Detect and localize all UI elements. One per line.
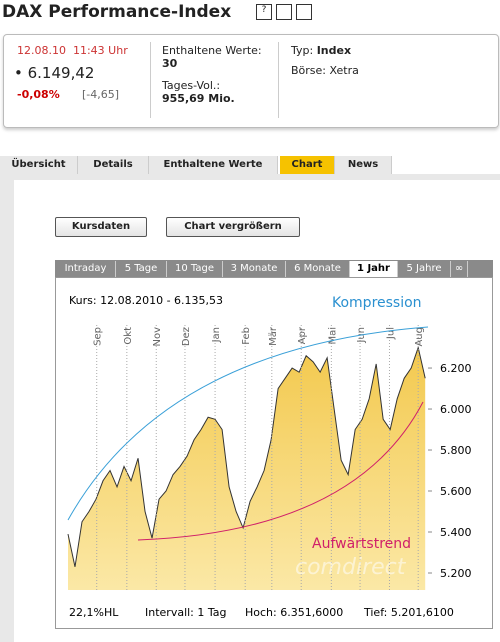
x-tick-label: Dez [181, 327, 192, 346]
type-label: Typ: [291, 44, 314, 57]
y-tick-label: 5.800 [440, 444, 472, 457]
change-abs: [-4,65] [82, 88, 120, 101]
help-icon[interactable]: ? [256, 4, 272, 20]
chart: Sep Okt Nov Dez Jan Feb Mär Apr Mai Jun Jul Aug5.20… [55, 277, 493, 629]
x-tick-label: Apr [297, 326, 308, 344]
volume-label: Tages-Vol.: [162, 79, 221, 92]
y-tick-label: 5.200 [440, 567, 472, 580]
quote-price: • 6.149,42 [14, 64, 95, 82]
button[interactable]: Kursdaten [55, 217, 147, 237]
tab[interactable]: Chart [280, 156, 335, 174]
range-tab[interactable]: 3 Monate [223, 261, 286, 277]
print-icon[interactable] [276, 4, 292, 20]
x-tick-label: Jul [385, 327, 396, 340]
tab[interactable]: Übersicht [0, 156, 78, 174]
x-tick-label: Jan [211, 327, 222, 343]
divider [150, 42, 151, 118]
range-tab[interactable]: ∞ [451, 261, 468, 277]
range-tab[interactable]: 5 Jahre [398, 261, 451, 277]
x-tick-label: Okt [123, 327, 134, 345]
exchange: Börse: Xetra [291, 64, 359, 77]
footer: Tief: 5.201,6100 [363, 606, 454, 619]
quote-box [3, 34, 499, 128]
members-label: Enthaltene Werte: [162, 44, 262, 57]
x-tick-label: Aug [414, 327, 425, 347]
annotation: Kompression [332, 295, 422, 311]
range-tab[interactable]: 5 Tage [116, 261, 167, 277]
footer: 22,1%HL [69, 606, 119, 619]
footer: Hoch: 6.351,6000 [245, 606, 343, 619]
trend-lower [137, 401, 424, 541]
price: 6.149,42 [27, 64, 95, 82]
x-tick-label: Sep [93, 327, 104, 346]
chart-subtitle: Kurs: 12.08.2010 - 6.135,53 [69, 294, 223, 307]
tab[interactable]: News [335, 156, 392, 174]
swap-icon[interactable] [296, 4, 312, 20]
watermark: comdirect [295, 555, 407, 580]
y-tick-label: 5.400 [440, 526, 472, 539]
title: DAX Performance-Index [2, 2, 232, 22]
change-pct: -0,08% [17, 88, 60, 101]
y-tick-label: 6.000 [440, 403, 472, 416]
button[interactable]: Chart vergrößern [166, 217, 300, 237]
x-tick-label: Feb [241, 327, 252, 345]
range-tab[interactable]: 1 Jahr [350, 261, 398, 277]
type: Typ: Index [291, 44, 351, 57]
y-tick-label: 6.200 [440, 362, 472, 375]
x-tick-label: Nov [152, 327, 163, 347]
range-tab[interactable]: 6 Monate [286, 261, 350, 277]
type-value: Index [316, 44, 352, 57]
trend-upper [67, 326, 429, 521]
range-tab[interactable]: 10 Tage [167, 261, 223, 277]
area [68, 347, 426, 590]
divider [278, 42, 279, 118]
y-tick-label: 5.600 [440, 485, 472, 498]
volume: 955,69 Mio. [162, 92, 235, 105]
footer: Intervall: 1 Tag [145, 606, 227, 619]
x-tick-label: Mai [327, 327, 338, 345]
range-tab[interactable]: Intraday [56, 261, 116, 277]
tab[interactable]: Details [78, 156, 149, 174]
quote-time: 12.08.10 11:43 Uhr [17, 44, 128, 57]
x-tick-label: Mär [268, 326, 279, 346]
tab[interactable]: Enthaltene Werte [149, 156, 278, 174]
members: 30 [162, 57, 178, 70]
line [67, 345, 426, 567]
annotation: Aufwärtstrend [312, 536, 411, 552]
